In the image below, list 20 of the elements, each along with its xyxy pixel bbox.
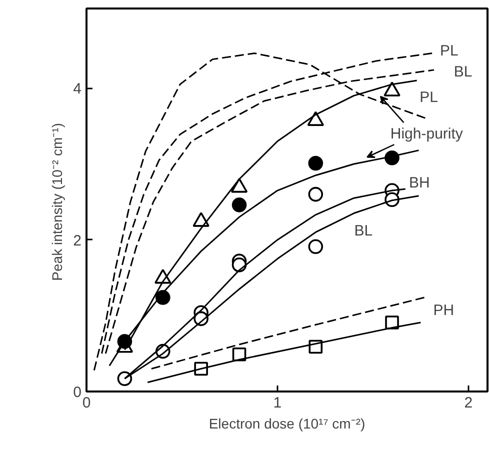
annotation: PH	[433, 302, 454, 319]
line-series	[150, 296, 426, 370]
x-tick-label: 2	[464, 394, 473, 412]
point	[308, 156, 324, 171]
annotation: BL	[454, 63, 472, 80]
point	[308, 186, 324, 202]
annotation: PL	[440, 42, 458, 60]
y-tick-label: 2	[73, 232, 82, 250]
y-tick-label: 0	[73, 384, 82, 401]
y-tick-label: 4	[73, 80, 82, 98]
annotation: BL	[354, 222, 373, 240]
x-tick-label: 1	[273, 394, 282, 412]
point	[117, 371, 132, 386]
y-axis-title: Peak intensity (10⁻² cm⁻¹)	[49, 123, 66, 281]
x-axis-title: Electron dose (10¹⁷ cm⁻²)	[208, 416, 366, 432]
point	[232, 198, 247, 212]
point	[308, 239, 324, 254]
annotation: PL	[420, 89, 438, 106]
annotation: High-purity	[390, 125, 464, 142]
annotation: BH	[408, 174, 430, 192]
